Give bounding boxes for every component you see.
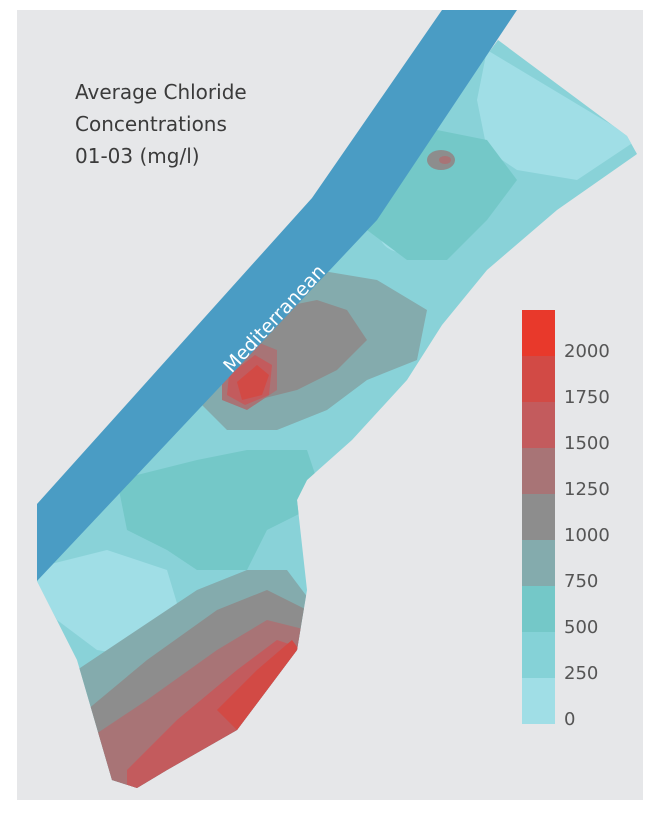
legend-swatch: [522, 448, 555, 494]
map-frame: Mediterranean Average Chloride Concentra…: [17, 10, 643, 800]
legend-tick-label: 500: [564, 618, 598, 638]
legend-tick-label: 1750: [564, 388, 610, 408]
legend-swatch: [522, 632, 555, 678]
legend-tick-label: 1000: [564, 526, 610, 546]
title-line-3: 01-03 (mg/l): [75, 140, 247, 172]
legend-swatch: [522, 402, 555, 448]
legend-swatch: [522, 540, 555, 586]
legend-swatch: [522, 678, 555, 724]
legend-tick-label: 2000: [564, 342, 610, 362]
title-line-2: Concentrations: [75, 108, 247, 140]
legend-swatch: [522, 494, 555, 540]
legend-tick-label: 750: [564, 572, 598, 592]
map-title: Average Chloride Concentrations 01-03 (m…: [75, 76, 247, 172]
zone-1250-north-spot: [439, 156, 451, 164]
legend-tick-label: 250: [564, 664, 598, 684]
title-line-1: Average Chloride: [75, 76, 247, 108]
legend-swatch: [522, 310, 555, 356]
legend-tick-label: 0: [564, 710, 575, 730]
legend-swatch: [522, 356, 555, 402]
legend-tick-label: 1250: [564, 480, 610, 500]
legend-tick-label: 1500: [564, 434, 610, 454]
legend-swatch: [522, 586, 555, 632]
